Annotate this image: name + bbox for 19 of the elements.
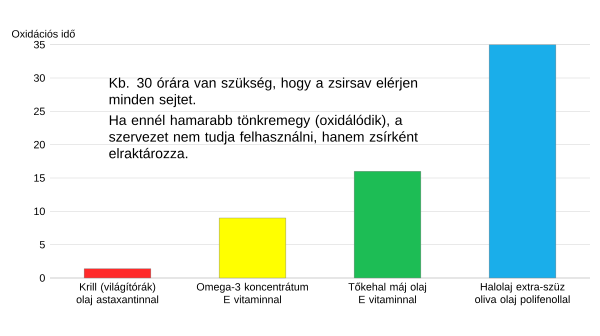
- y-tick-label: 10: [34, 208, 45, 216]
- y-tick-label: 20: [34, 140, 45, 148]
- x-tick-label: Omega-3 koncentrátum E vitaminnal: [196, 282, 308, 304]
- y-tick-label: 5: [40, 240, 45, 248]
- y-axis-title: Oxidációs idő: [12, 30, 75, 38]
- y-tick-label: 35: [34, 40, 45, 48]
- x-tick-label: Krill (világítórák) olaj astaxantinnal: [76, 282, 158, 306]
- bar: [488, 44, 556, 278]
- annotation: Kb. 30 órára van szükség, hogy a zsirsav elérjen minden sejtet.: [110, 77, 418, 108]
- x-tick-label: Tőkehal máj olaj E vitaminnal: [348, 282, 426, 304]
- y-tick-label: 30: [34, 74, 45, 82]
- annotation: Ha ennél hamarabb tönkremegy (oxidálódik), a szervezet nem tudja felhasználni, hanem zsírként elraktározza.: [109, 114, 418, 158]
- y-tick-label: 25: [34, 108, 45, 116]
- y-tick-label: 15: [34, 174, 45, 182]
- bar: [218, 218, 286, 278]
- x-tick-label: Halolaj extra-szüz oliva olaj polifenollal: [475, 282, 570, 306]
- bar: [354, 171, 422, 278]
- y-tick-label: 0: [40, 274, 45, 282]
- bar: [84, 268, 152, 278]
